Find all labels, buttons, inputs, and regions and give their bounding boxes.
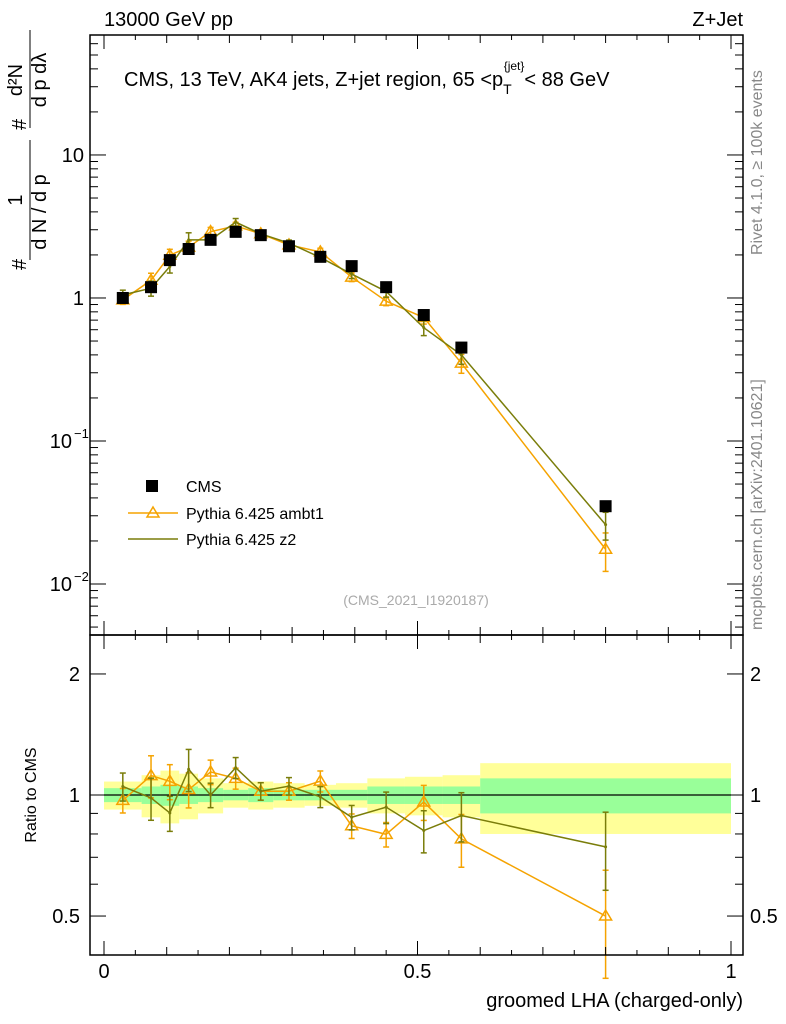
- ylabel-den2: d p dλ: [29, 53, 51, 107]
- point-ambt1: [598, 541, 613, 555]
- ratio-y-tick-label: 0.5: [52, 906, 80, 928]
- point-cms: [455, 341, 468, 354]
- point-z2: [422, 326, 426, 330]
- rivet-label: Rivet 4.1.0, ≥ 100k events: [749, 70, 766, 255]
- legend-marker-cms: [146, 480, 158, 492]
- point-cms: [314, 250, 327, 263]
- y-tick-label: 1: [73, 288, 84, 310]
- point-z2: [209, 793, 213, 797]
- point-z2: [350, 815, 354, 819]
- point-z2: [318, 795, 322, 799]
- point-ambt1: [115, 792, 131, 806]
- point-z2: [168, 811, 172, 815]
- point-cms: [345, 260, 358, 273]
- y-tick-label: 10: [62, 145, 84, 167]
- point-cms: [380, 281, 393, 294]
- point-z2: [187, 238, 191, 242]
- point-z2: [459, 353, 463, 357]
- point-z2: [422, 829, 426, 833]
- point-cms: [282, 240, 295, 253]
- ylabel-den1: d N / d p: [29, 174, 51, 250]
- point-ambt1: [312, 773, 328, 786]
- plot-title: CMS, 13 TeV, AK4 jets, Z+jet region, 65 …: [124, 59, 610, 97]
- point-z2: [604, 845, 608, 849]
- ratio-line-ambt1: [122, 771, 606, 917]
- ratio-y-tick-label: 1: [69, 785, 80, 807]
- point-z2: [187, 767, 191, 771]
- ratio-y-tick-label-right: 1: [750, 785, 761, 807]
- y-axis-label: # 1 d N / d p # d²N d p dλ: [5, 30, 51, 270]
- point-cms: [116, 291, 129, 304]
- point-z2: [384, 805, 388, 809]
- point-z2: [459, 814, 463, 818]
- point-ambt1: [228, 770, 243, 784]
- x-tick-label: 0.5: [404, 961, 432, 983]
- ratio-panel: [104, 748, 731, 980]
- ylabel-hash: #: [9, 258, 31, 270]
- x-tick-label: 1: [725, 961, 736, 983]
- point-cms: [145, 281, 158, 294]
- point-cms: [254, 229, 267, 242]
- cms-band-inner: [480, 778, 731, 814]
- legend: CMS Pythia 6.425 ambt1 Pythia 6.425 z2: [128, 479, 324, 549]
- point-z2: [287, 784, 291, 788]
- legend-ambt1: Pythia 6.425 ambt1: [186, 506, 324, 523]
- point-z2: [149, 796, 153, 800]
- header-right: Z+Jet: [692, 9, 743, 31]
- y-tick-exponent: −2: [74, 569, 89, 584]
- header-left: 13000 GeV pp: [104, 9, 233, 31]
- main-panel: [115, 217, 613, 573]
- point-ambt1: [378, 826, 394, 840]
- legend-z2: Pythia 6.425 z2: [186, 532, 296, 549]
- point-cms: [229, 225, 242, 238]
- ylabel-hash-2: #: [9, 118, 31, 130]
- point-ambt1: [454, 831, 469, 844]
- point-cms: [599, 500, 612, 513]
- point-z2: [121, 784, 125, 788]
- y-tick-label: 10: [50, 574, 72, 596]
- ratio-y-tick-label-right: 2: [750, 664, 761, 686]
- ratio-y-tick-label-right: 0.5: [750, 906, 778, 928]
- point-cms: [204, 233, 217, 246]
- line-ambt1: [122, 225, 607, 550]
- point-ambt1: [598, 908, 613, 921]
- y-tick-label: 10: [50, 431, 72, 453]
- ylabel-num1: 1: [5, 194, 27, 205]
- legend-marker-ambt1: [145, 505, 161, 518]
- point-ambt1: [416, 794, 432, 807]
- point-z2: [350, 272, 354, 276]
- point-z2: [259, 789, 263, 793]
- point-cms: [163, 254, 176, 267]
- legend-cms: CMS: [186, 479, 222, 496]
- analysis-id: (CMS_2021_I1920187): [343, 592, 489, 608]
- x-axis-label: groomed LHA (charged-only): [486, 990, 743, 1012]
- ratio-y-tick-label: 2: [69, 664, 80, 686]
- mcplots-label: mcplots.cern.ch [arXiv:2401.10621]: [749, 379, 766, 630]
- point-ambt1: [378, 293, 394, 306]
- y-tick-exponent: −1: [74, 426, 89, 441]
- x-tick-label: 0: [98, 961, 109, 983]
- point-cms: [417, 309, 430, 322]
- ratio-line-z2: [122, 766, 606, 848]
- point-z2: [604, 523, 608, 527]
- point-ambt1: [181, 782, 196, 795]
- point-ambt1: [203, 764, 218, 777]
- ylabel-num2: d²N: [5, 64, 27, 96]
- point-z2: [234, 220, 238, 224]
- point-z2: [234, 766, 238, 770]
- ratio-ylabel: Ratio to CMS: [23, 747, 40, 842]
- point-cms: [182, 243, 195, 256]
- point-ambt1: [454, 355, 469, 368]
- point-ambt1: [162, 773, 178, 787]
